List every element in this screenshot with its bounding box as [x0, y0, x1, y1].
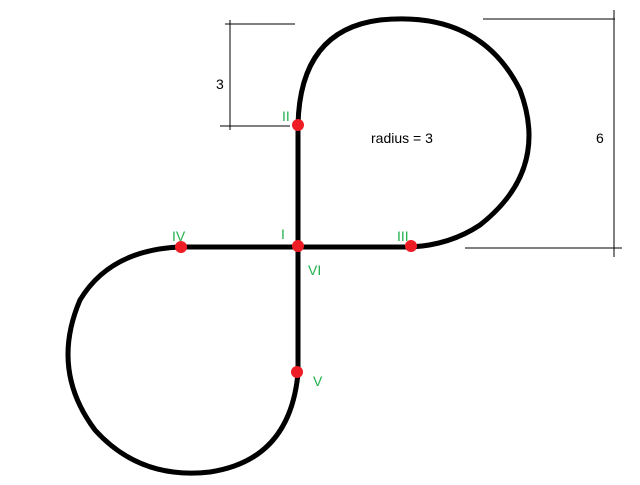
point-II: [292, 119, 304, 131]
label-point-III: III: [397, 228, 409, 244]
dimension-large: 6: [465, 10, 622, 257]
lower-loop-arc: [65, 244, 301, 476]
label-point-I: I: [281, 226, 285, 242]
radius-annotation: radius = 3: [371, 130, 433, 146]
dimension-small: 3: [216, 20, 295, 130]
label-point-VI: VI: [308, 262, 321, 278]
points: [175, 119, 417, 378]
point-IV: [175, 241, 187, 253]
upper-loop-arc: [295, 16, 532, 250]
point-III: [405, 240, 417, 252]
point-V: [291, 366, 303, 378]
dim-small-label: 3: [216, 76, 224, 92]
label-point-V: V: [313, 373, 323, 389]
point-labels: I II III IV V VI: [172, 108, 409, 389]
dim-large-label: 6: [596, 130, 604, 146]
path-figure: [65, 16, 532, 476]
label-point-IV: IV: [172, 228, 186, 244]
point-I: [292, 240, 304, 252]
label-point-II: II: [282, 108, 290, 124]
